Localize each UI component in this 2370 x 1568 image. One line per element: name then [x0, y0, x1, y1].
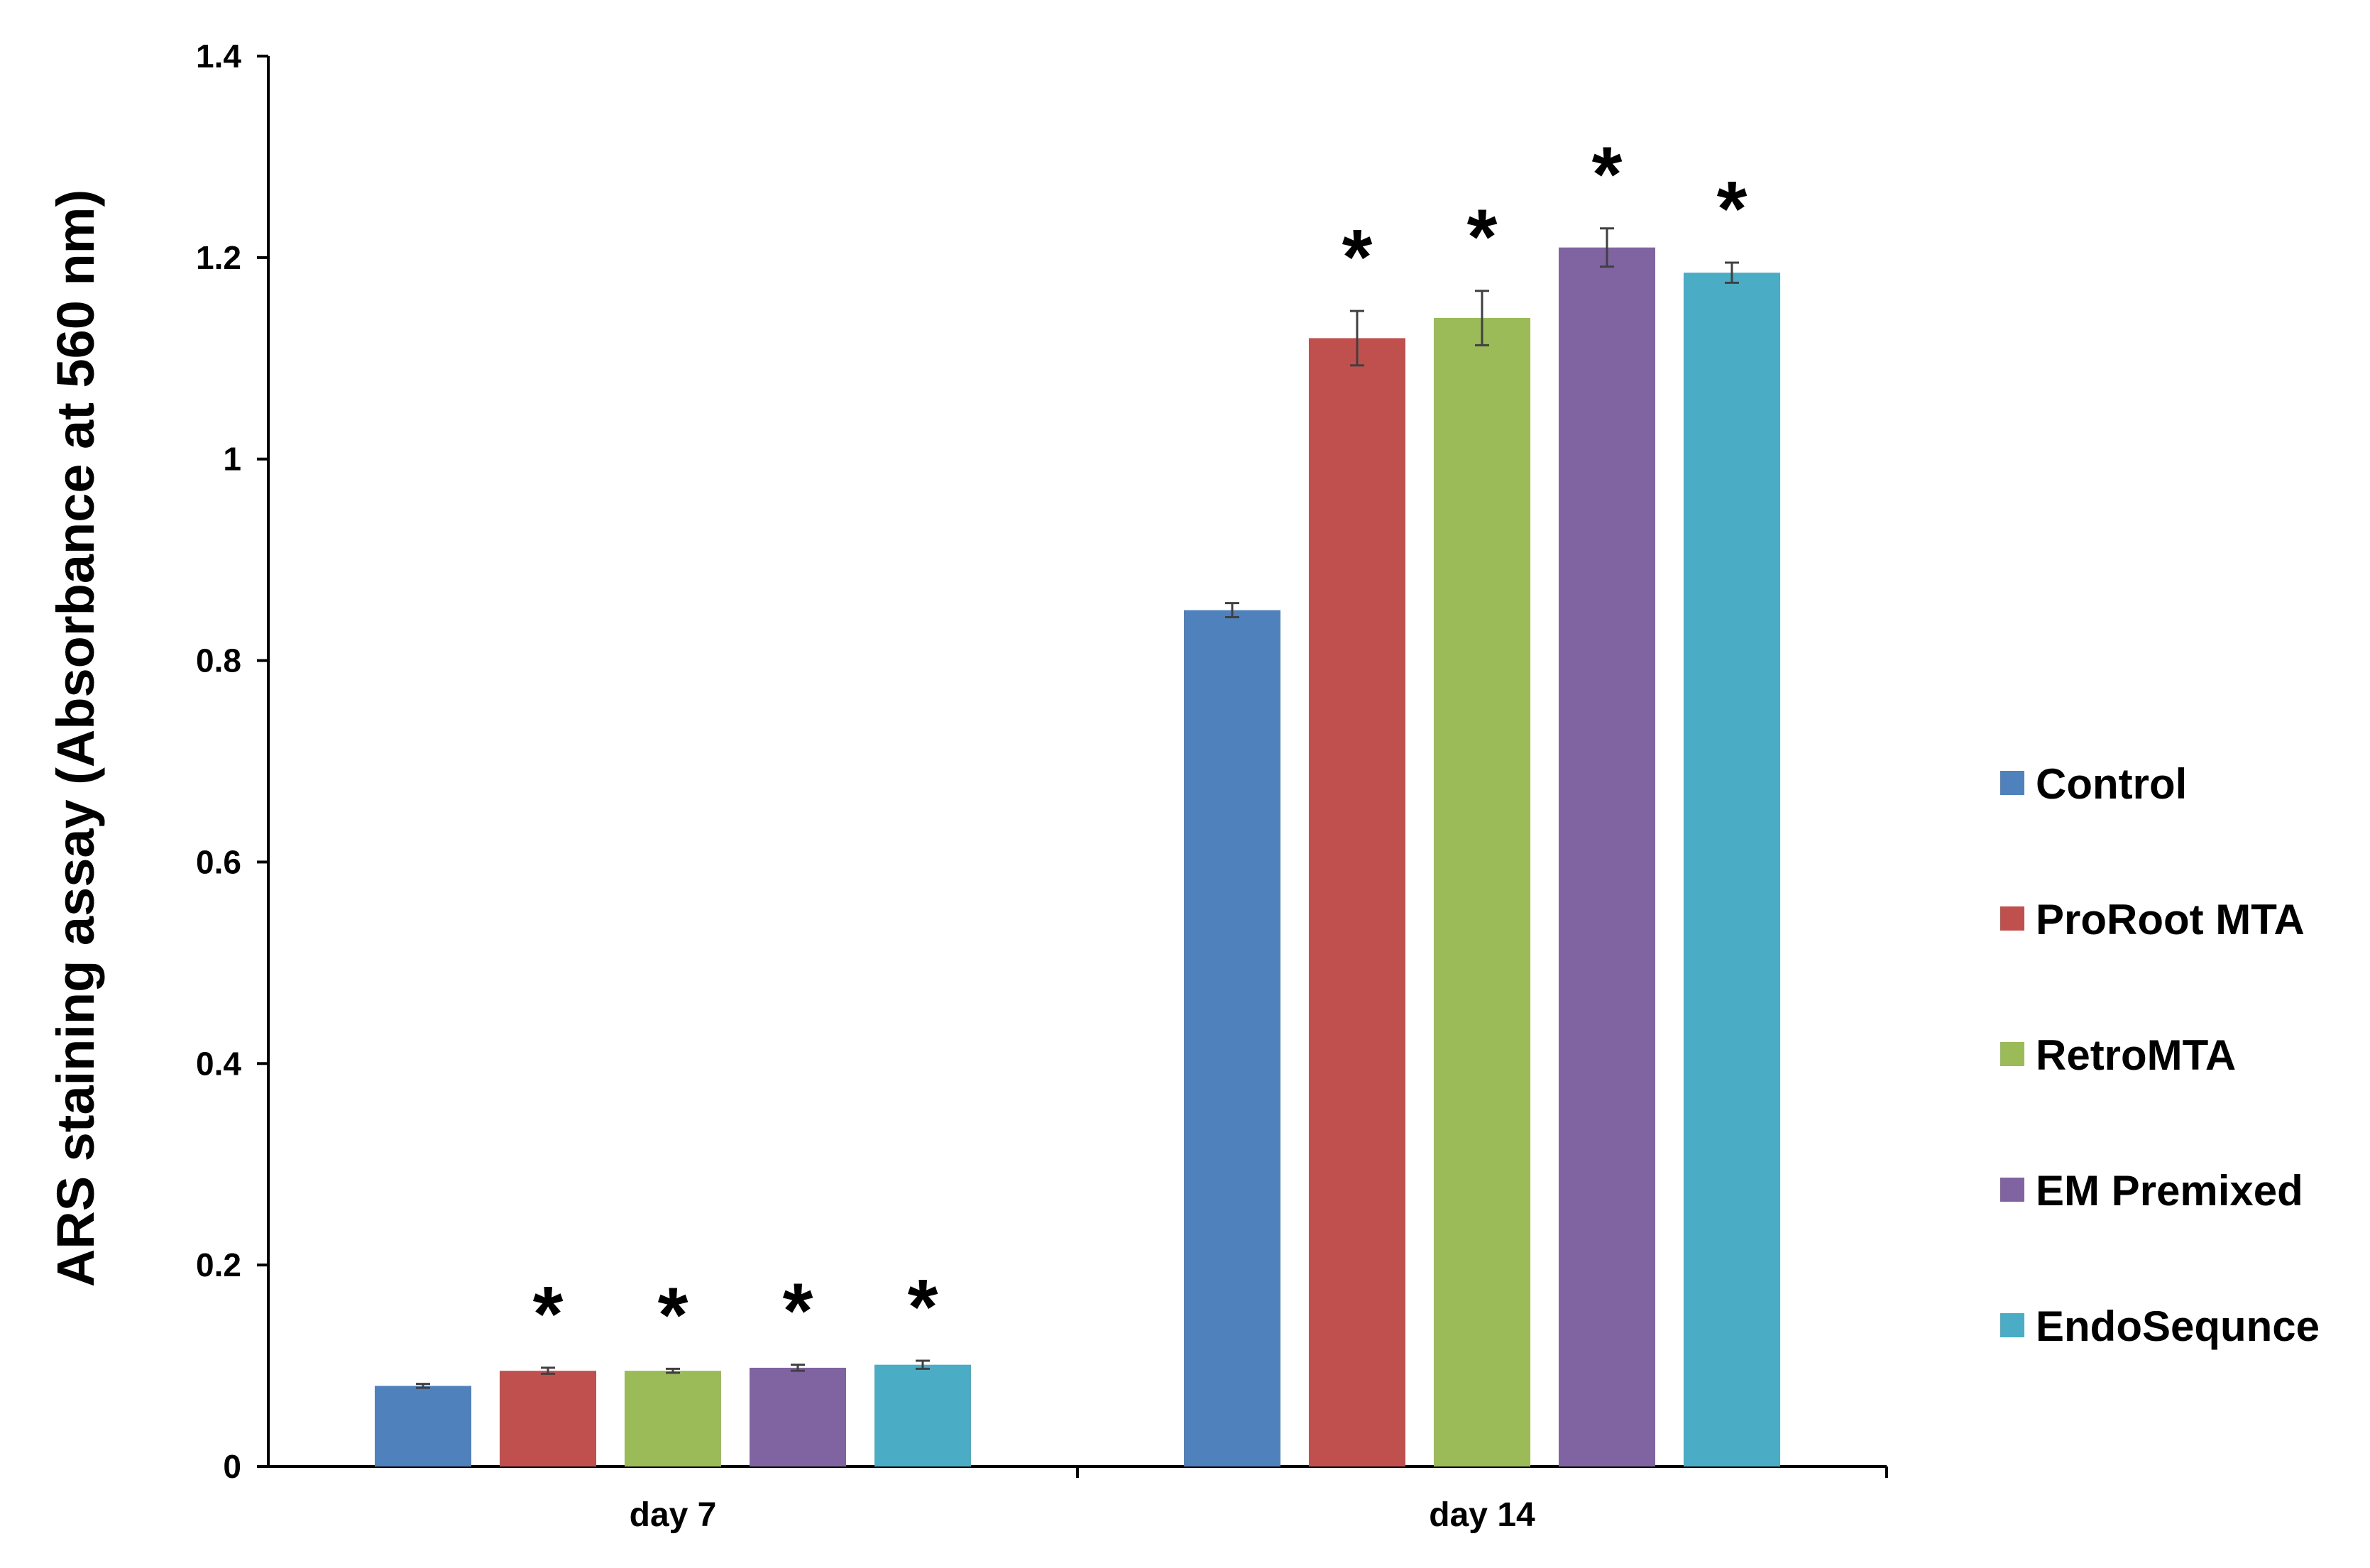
- y-tick-label: 0.4: [196, 1045, 241, 1082]
- y-tick-label: 0.8: [196, 642, 241, 679]
- bar: [1434, 318, 1530, 1466]
- bar: [500, 1371, 596, 1466]
- significance-star: *: [1342, 214, 1373, 301]
- significance-star: *: [783, 1268, 813, 1355]
- bar: [1184, 610, 1280, 1466]
- legend-swatch: [2000, 771, 2024, 795]
- x-tick-label: day 7: [630, 1496, 717, 1534]
- bar: [874, 1364, 971, 1466]
- legend-swatch: [2000, 906, 2024, 931]
- legend-label: ProRoot MTA: [2036, 896, 2305, 943]
- y-tick-label: 1.2: [196, 239, 241, 276]
- y-tick-label: 1: [223, 441, 241, 478]
- bar: [1684, 273, 1780, 1466]
- bar: [1559, 247, 1655, 1466]
- y-tick-label: 0.2: [196, 1246, 241, 1283]
- significance-star: *: [1717, 165, 1748, 253]
- y-tick-label: 1.4: [196, 38, 241, 75]
- significance-star: *: [533, 1271, 564, 1358]
- bar: [625, 1371, 721, 1466]
- legend-swatch: [2000, 1178, 2024, 1202]
- legend-swatch: [2000, 1313, 2024, 1337]
- significance-star: *: [1592, 131, 1623, 219]
- bar: [750, 1367, 846, 1466]
- significance-star: *: [1467, 194, 1498, 281]
- legend-label: Control: [2036, 760, 2187, 808]
- legend-label: EndoSequnce: [2036, 1303, 2320, 1350]
- legend-label: EM Premixed: [2036, 1167, 2303, 1215]
- x-tick-label: day 14: [1429, 1496, 1535, 1534]
- significance-star: *: [658, 1271, 688, 1359]
- legend-swatch: [2000, 1042, 2024, 1066]
- bar: [375, 1386, 471, 1466]
- y-tick-label: 0.6: [196, 843, 241, 880]
- y-tick-label: 0: [223, 1448, 241, 1485]
- legend-label: RetroMTA: [2036, 1031, 2236, 1079]
- y-axis-label: ARS staining assay (Absorbance at 560 nm…: [46, 190, 105, 1287]
- bar: [1309, 338, 1405, 1466]
- significance-star: *: [908, 1263, 938, 1351]
